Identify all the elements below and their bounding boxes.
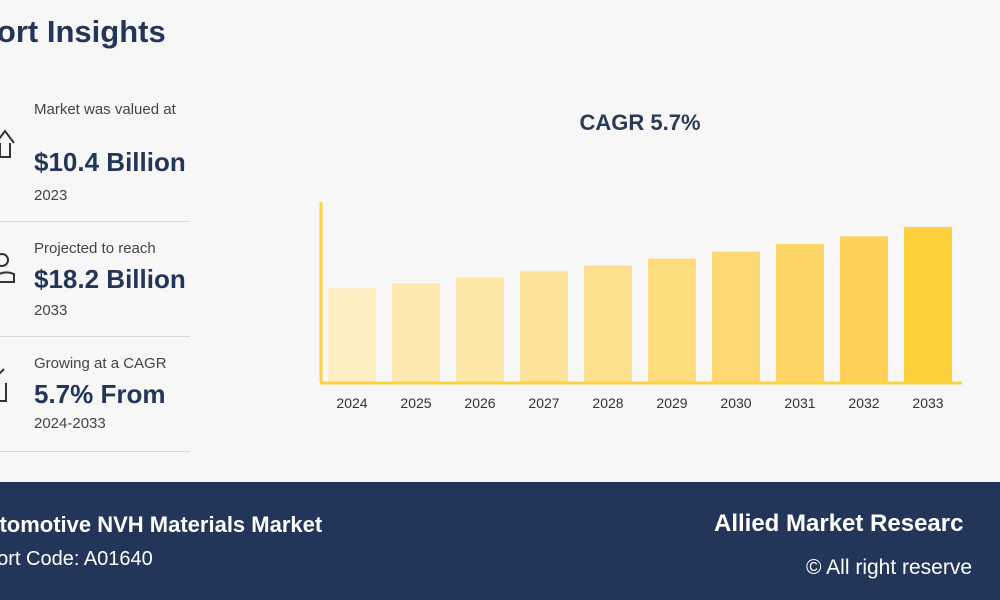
stat-label: Growing at a CAGR: [34, 355, 167, 372]
stat-market-value: Market was valued at $10.4 Billion 2023: [0, 95, 190, 220]
bar-chart: 2024 2025 2026 2027 2028 2029 2030 2031 2032 2033: [319, 202, 962, 411]
x-tick-label: 2030: [720, 395, 751, 411]
bar-2027: [520, 271, 568, 382]
divider: [0, 451, 190, 452]
divider: [0, 336, 190, 337]
bar-2031: [776, 244, 824, 382]
stat-value: $10.4 Billion: [34, 147, 186, 177]
chart-title: CAGR 5.7%: [579, 110, 701, 135]
footer: utomotive NVH Materials Market port Code…: [0, 482, 1000, 600]
report-code: port Code: A01640: [0, 548, 153, 570]
stat-year: 2024-2033: [34, 415, 106, 432]
stat-label: Projected to reach: [34, 240, 156, 257]
market-value-icon: [0, 129, 15, 158]
stat-cagr: Growing at a CAGR 5.7% From 2024-2033: [0, 343, 190, 451]
stat-value: $18.2 Billion: [34, 264, 186, 294]
bar-2032: [840, 236, 888, 382]
x-tick-label: 2032: [848, 395, 879, 411]
stat-projection: Projected to reach $18.2 Billion 2033: [0, 228, 190, 336]
market-name: utomotive NVH Materials Market: [0, 512, 323, 537]
x-tick-label: 2026: [464, 395, 495, 411]
bar-2026: [456, 277, 504, 382]
bar-2033: [904, 227, 952, 382]
bar-2028: [584, 265, 632, 382]
stat-year: 2023: [34, 187, 68, 204]
x-tick-label: 2031: [784, 395, 815, 411]
bar-2024: [328, 288, 376, 382]
stat-year: 2033: [34, 302, 68, 319]
x-tick-label: 2025: [400, 395, 431, 411]
projection-icon: [0, 253, 15, 283]
x-tick-label: 2027: [528, 395, 559, 411]
x-tick-label: 2024: [336, 395, 367, 411]
divider: [0, 221, 190, 222]
x-tick-label: 2028: [592, 395, 623, 411]
bar-2030: [712, 251, 760, 382]
x-tick-label: 2033: [912, 395, 943, 411]
copyright: © All right reserve: [806, 556, 973, 579]
brand-name: Allied Market Researc: [714, 510, 964, 537]
stat-value: 5.7% From: [34, 379, 166, 409]
page-title: port Insights: [0, 14, 166, 49]
bar-2025: [392, 283, 440, 382]
stat-label: Market was valued at: [34, 101, 176, 118]
growth-icon: [0, 368, 7, 402]
bar-2029: [648, 258, 696, 382]
x-tick-label: 2029: [656, 395, 687, 411]
